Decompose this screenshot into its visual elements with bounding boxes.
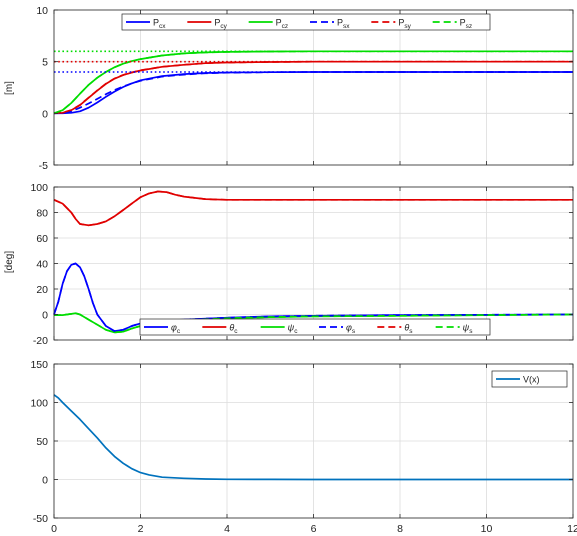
y-tick-label: 20	[36, 284, 48, 296]
legend-label: ψc	[288, 323, 299, 336]
x-tick-label: 4	[224, 523, 230, 535]
legend-label-subscript: c	[177, 328, 181, 335]
y-tick-label: 100	[30, 398, 48, 410]
y-tick-label: 50	[36, 436, 48, 448]
legend-label-subscript: s	[409, 328, 413, 335]
x-tick-label: 6	[311, 523, 317, 535]
series-line-V(x)	[53, 394, 573, 481]
series-line-φs	[53, 262, 574, 332]
legend-label-main: ψ	[463, 323, 470, 333]
x-tick-label: 8	[397, 523, 403, 535]
legend-label-subscript: cx	[159, 23, 166, 30]
legend-label-main: V(x)	[523, 375, 540, 385]
y-tick-label: 0	[42, 475, 48, 487]
x-tick-label: 12	[567, 523, 577, 535]
legend-label: Psx	[337, 18, 350, 31]
y-tick-label: 60	[36, 233, 48, 245]
y-tick-label: 10	[36, 5, 48, 17]
legend-label: Psy	[398, 18, 411, 31]
y-tick-label: 100	[30, 182, 48, 194]
legend-label-main: P	[337, 18, 343, 28]
y-axis-label: [m]	[4, 81, 15, 95]
y-tick-label: 0	[42, 310, 48, 322]
y-tick-label: -50	[33, 513, 48, 525]
legend-label-subscript: s	[469, 328, 473, 335]
legend-label: θs	[404, 323, 413, 336]
data-layer	[53, 50, 574, 481]
x-tick-label: 10	[481, 523, 493, 535]
legend-label-main: P	[214, 18, 220, 28]
legend-label-subscript: cz	[282, 23, 289, 30]
legend-label: Pcy	[214, 18, 227, 31]
legend-label-main: θ	[404, 323, 409, 333]
legend-box	[121, 13, 491, 31]
legend-label-subscript: sy	[404, 23, 411, 30]
legend-label-main: P	[276, 18, 282, 28]
legend-label-main: P	[460, 18, 466, 28]
legend-box	[491, 370, 568, 388]
legend-label: φc	[171, 323, 181, 336]
series-line-θs	[53, 190, 573, 227]
legend-label: Pcx	[153, 18, 166, 31]
x-tick-label: 0	[51, 523, 57, 535]
y-tick-label: 0	[42, 108, 48, 120]
legend-label-subscript: c	[294, 328, 298, 335]
legend-label-main: θ	[229, 323, 234, 333]
y-axis-label: [deg]	[4, 251, 15, 273]
legend-label-subscript: s	[352, 328, 356, 335]
y-tick-label: 150	[30, 359, 48, 371]
y-tick-label: 40	[36, 259, 48, 271]
legend-label-subscript: cy	[220, 23, 227, 30]
y-tick-label: 80	[36, 208, 48, 220]
legend-label: Psz	[460, 18, 473, 31]
legend-label-subscript: c	[234, 328, 238, 335]
x-tick-label: 2	[138, 523, 144, 535]
legend-label: V(x)	[523, 375, 540, 385]
y-tick-label: -5	[39, 160, 48, 172]
legend-label-main: φ	[346, 323, 352, 333]
legend-label: ψs	[463, 323, 474, 336]
y-tick-label: 5	[42, 57, 48, 69]
legend-label: φs	[346, 323, 356, 336]
legend-label-main: φ	[171, 323, 177, 333]
grid-layer	[53, 9, 574, 519]
legend-label-subscript: sz	[466, 23, 473, 30]
legend-label: θc	[229, 323, 238, 336]
legend-label-subscript: sx	[343, 23, 350, 30]
legend-label-main: P	[398, 18, 404, 28]
legend-label: Pcz	[276, 18, 289, 31]
legend-box	[139, 318, 491, 336]
series-line-ψs	[54, 312, 574, 334]
legend-label-main: ψ	[288, 323, 295, 333]
y-tick-label: -20	[33, 335, 48, 347]
legend-label-main: P	[153, 18, 159, 28]
